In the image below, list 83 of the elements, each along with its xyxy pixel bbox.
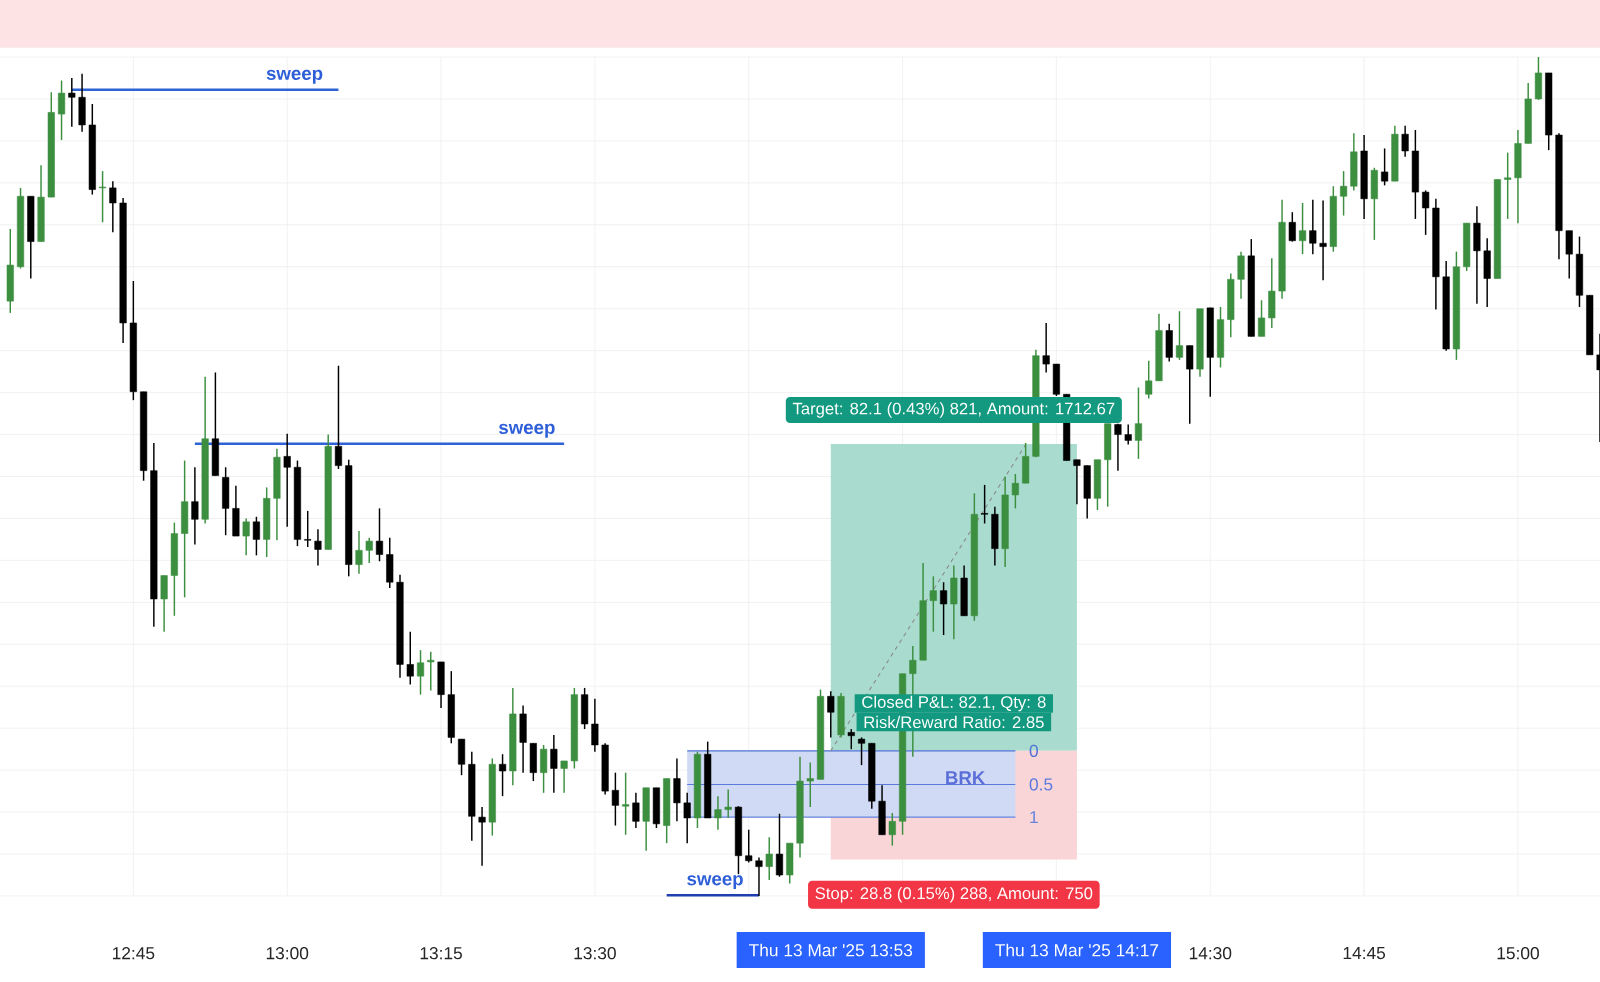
candlestick	[1381, 147, 1389, 187]
candlestick	[550, 734, 558, 794]
x-tick-label: 12:45	[112, 947, 155, 960]
annotation: Target: 82.1 (0.43%) 821, Amount: 1712.67	[792, 402, 1115, 418]
text: Thu 13 Mar '25 13:53	[749, 943, 913, 957]
candlestick	[827, 690, 835, 739]
annotation: sweep	[266, 69, 323, 84]
candlestick	[1299, 202, 1307, 255]
candlestick	[1145, 359, 1153, 400]
candlestick	[334, 365, 343, 470]
candlestick	[416, 649, 425, 696]
candlestick	[314, 528, 322, 567]
series-label: 0.5	[1029, 778, 1053, 791]
candlestick	[252, 516, 260, 557]
candlestick	[806, 761, 814, 808]
candlestick	[304, 510, 312, 548]
candlestick	[1288, 211, 1296, 243]
candlestick	[888, 812, 896, 847]
candlestick	[765, 836, 773, 881]
candlestick	[406, 630, 414, 686]
candlestick	[591, 698, 599, 753]
candlestick	[940, 581, 948, 636]
candlestick	[1073, 458, 1081, 505]
candlestick	[160, 574, 168, 633]
candlestick	[857, 736, 866, 766]
candlestick	[1114, 422, 1122, 472]
series-label: 0	[1029, 744, 1038, 757]
annotation: sweep	[498, 423, 555, 438]
candlestick	[622, 771, 630, 836]
candlestick	[499, 753, 507, 797]
x-tick-label: 15:00	[1497, 947, 1539, 960]
x-tick-label: 14:30	[1189, 947, 1232, 960]
x-tick-label: 13:15	[420, 947, 462, 960]
candlestick	[745, 828, 753, 864]
candlestick	[714, 795, 722, 831]
candlestick	[929, 575, 937, 633]
candlestick	[375, 507, 384, 562]
candlestick	[1504, 151, 1512, 220]
candlestick	[365, 537, 373, 564]
candlestick	[724, 788, 732, 819]
x-tick-label: 13:30	[574, 947, 616, 960]
candlestick	[1124, 423, 1132, 446]
candlestick	[58, 79, 66, 141]
candlestick	[981, 484, 989, 525]
x-tick-label: 13:00	[266, 947, 309, 960]
candlestick	[1319, 199, 1327, 281]
candlestick	[611, 771, 619, 827]
annotation: BRK	[946, 771, 986, 785]
x-tick-label: 14:45	[1343, 947, 1386, 960]
candlestick	[283, 432, 291, 528]
text: Thu 13 Mar '25 14:17	[995, 943, 1159, 957]
candlestick	[1340, 170, 1348, 217]
annotation: Closed P&L: 82.1, Qty: 8	[862, 695, 1046, 712]
candlestick	[847, 728, 855, 750]
candlestick	[1422, 189, 1430, 236]
candlestick	[68, 77, 76, 128]
candlestick	[540, 744, 548, 794]
candlestick	[355, 530, 363, 575]
candlestick	[1186, 344, 1194, 425]
candlestick	[755, 856, 763, 897]
candlestick	[1257, 299, 1266, 338]
candlestick	[1134, 386, 1143, 460]
annotation: Stop: 28.8 (0.15%) 288, Amount: 750	[815, 886, 1093, 903]
candlestick	[1309, 198, 1317, 255]
candlestick	[775, 813, 784, 878]
candlestick	[683, 792, 691, 844]
candlestick	[1042, 322, 1050, 374]
annotation: sweep	[687, 875, 743, 890]
candlestick	[1011, 473, 1019, 510]
candlestick	[242, 517, 250, 557]
annotation: Risk/Reward Ratio: 2.85	[864, 715, 1044, 729]
candlestick	[478, 806, 486, 867]
candlestick	[99, 170, 107, 224]
candlestick	[1565, 229, 1573, 280]
candlestick	[1175, 310, 1184, 361]
candlestick	[427, 651, 435, 692]
candlestick	[109, 180, 117, 234]
candlestick	[1401, 125, 1409, 158]
series-label: 1	[1030, 811, 1038, 824]
candlestick	[632, 792, 640, 829]
candlestick	[1237, 250, 1245, 300]
candlestick	[191, 466, 199, 546]
candlestick	[560, 760, 568, 794]
